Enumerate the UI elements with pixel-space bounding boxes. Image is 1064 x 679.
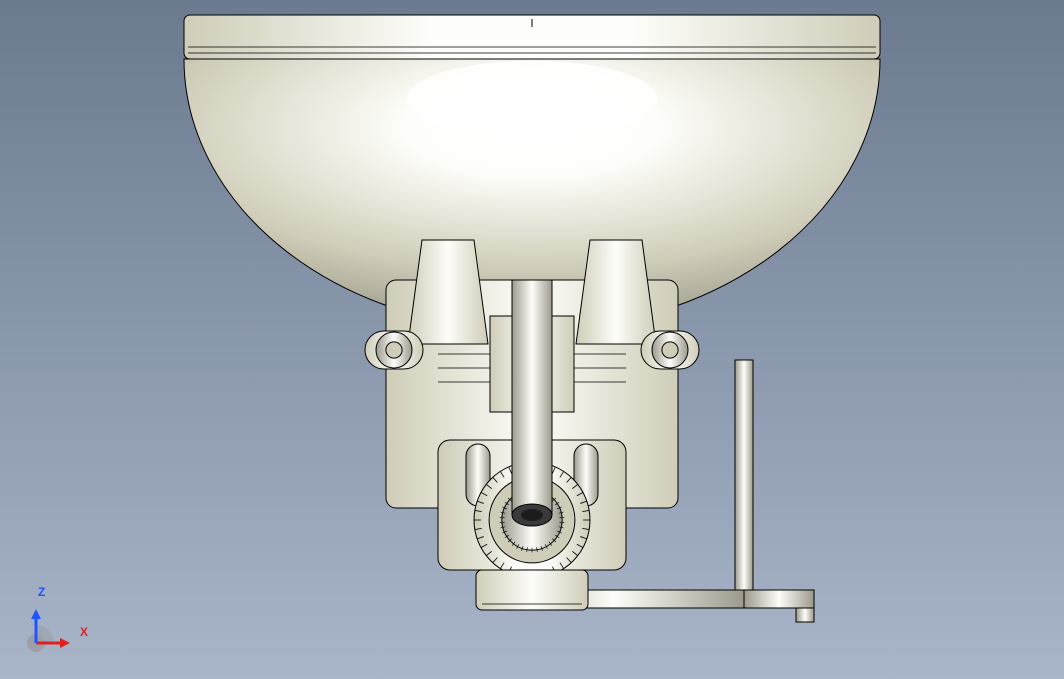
model-canvas[interactable]	[0, 0, 1064, 679]
triad-svg	[27, 609, 70, 652]
coordinate-triad[interactable]: Z X	[22, 587, 92, 657]
axis-label-x: X	[80, 625, 88, 639]
cad-viewport[interactable]: Z X	[0, 0, 1064, 679]
axis-label-z: Z	[38, 585, 45, 599]
